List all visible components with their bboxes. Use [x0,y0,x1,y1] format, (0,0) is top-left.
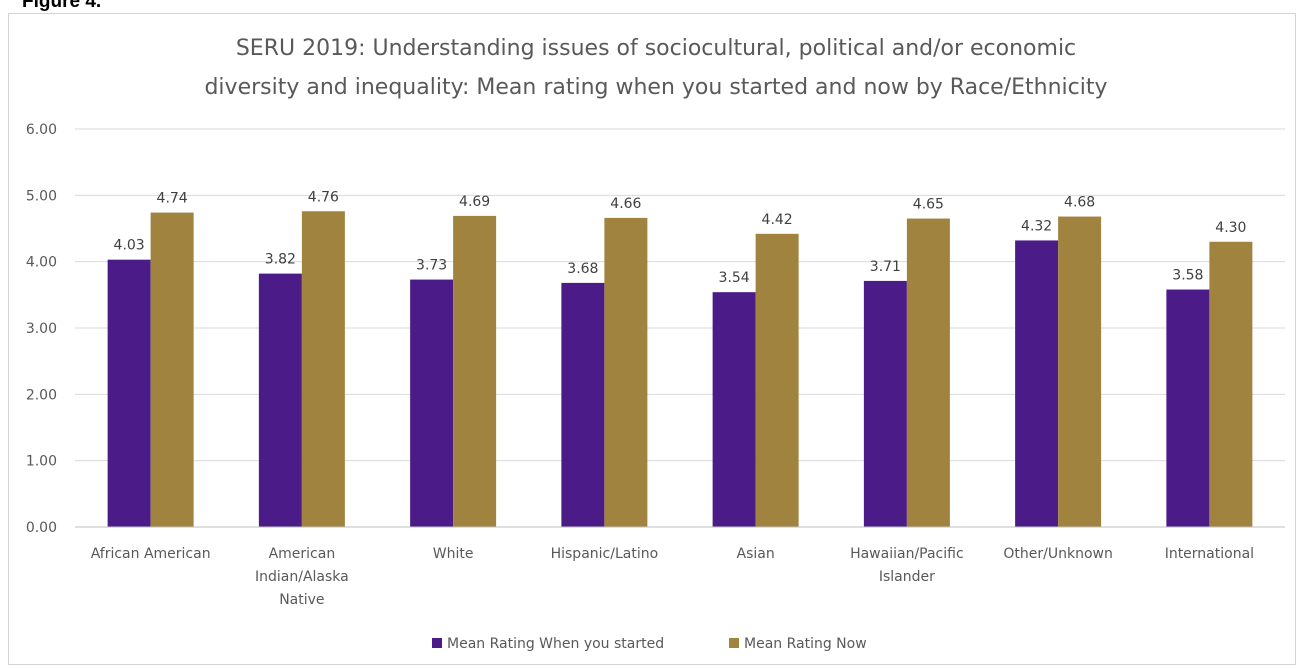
x-tick-label: Indian/Alaska [255,569,349,585]
data-label: 3.82 [265,252,296,268]
data-label: 3.71 [870,259,901,275]
bar-started [258,273,302,527]
y-axis: 0.00 1.00 2.00 3.00 4.00 5.00 6.00 [26,122,57,536]
y-tick-label: 3.00 [26,321,57,337]
x-tick-label: Islander [879,569,935,585]
data-label: 4.69 [459,194,490,210]
x-tick-label: Native [279,592,324,608]
bar-now [150,212,194,527]
data-label: 4.32 [1021,218,1052,234]
bar-started [561,282,605,527]
gridlines [75,128,1285,528]
x-tick-label: Asian [737,546,775,562]
bar-now [1209,241,1253,527]
legend: Mean Rating When you started Mean Rating … [432,636,867,652]
data-label: 4.65 [913,197,944,213]
y-tick-label: 1.00 [26,454,57,470]
bar-started [1015,240,1059,527]
legend-swatch [729,638,739,648]
bar-now [755,233,799,527]
x-tick-label: Hispanic/Latino [551,546,659,562]
data-label: 3.68 [567,261,598,277]
data-label: 4.30 [1215,220,1246,236]
y-tick-label: 6.00 [26,122,57,138]
data-label: 4.42 [762,212,793,228]
bar-started [712,292,756,527]
bar-started [107,259,151,527]
data-label: 3.73 [416,258,447,274]
chart-title-line-2: diversity and inequality: Mean rating wh… [204,75,1107,100]
bar-started [410,279,454,527]
bars [107,211,1253,528]
y-tick-label: 0.00 [26,520,57,536]
bar-now [301,211,345,527]
x-tick-label: Other/Unknown [1003,546,1112,562]
x-tick-label: Hawaiian/Pacific [850,546,964,562]
x-axis: African American American Indian/Alaska Nat… [75,526,1285,608]
legend-swatch [432,638,442,648]
chart-title-line-1: SERU 2019: Understanding issues of socio… [236,36,1076,61]
x-tick-label: African American [91,546,211,562]
data-label: 4.03 [114,238,145,254]
data-label: 4.66 [610,196,641,212]
bar-now [1058,216,1102,527]
bar-now [604,217,648,528]
bar-started [863,280,907,527]
x-tick-label: American [269,546,336,562]
data-label: 4.68 [1064,195,1095,211]
bar-started [1166,289,1210,527]
x-tick-label: International [1165,546,1254,562]
legend-label: Mean Rating Now [744,636,867,652]
bar-now [906,218,950,528]
figure-label: Figure 4. [22,0,102,12]
y-tick-label: 2.00 [26,387,57,403]
data-label: 3.54 [719,270,750,286]
data-labels: 4.03 4.74 3.82 4.76 3.73 4.69 3.68 4.66 3.54 4.42… [114,189,1247,286]
bar-now [453,215,497,527]
data-label: 3.58 [1172,268,1203,284]
x-tick-label: White [433,546,474,562]
legend-label: Mean Rating When you started [447,636,664,652]
y-tick-label: 5.00 [26,188,57,204]
data-label: 4.76 [308,189,339,205]
data-label: 4.74 [157,191,188,207]
y-tick-label: 4.00 [26,255,57,271]
